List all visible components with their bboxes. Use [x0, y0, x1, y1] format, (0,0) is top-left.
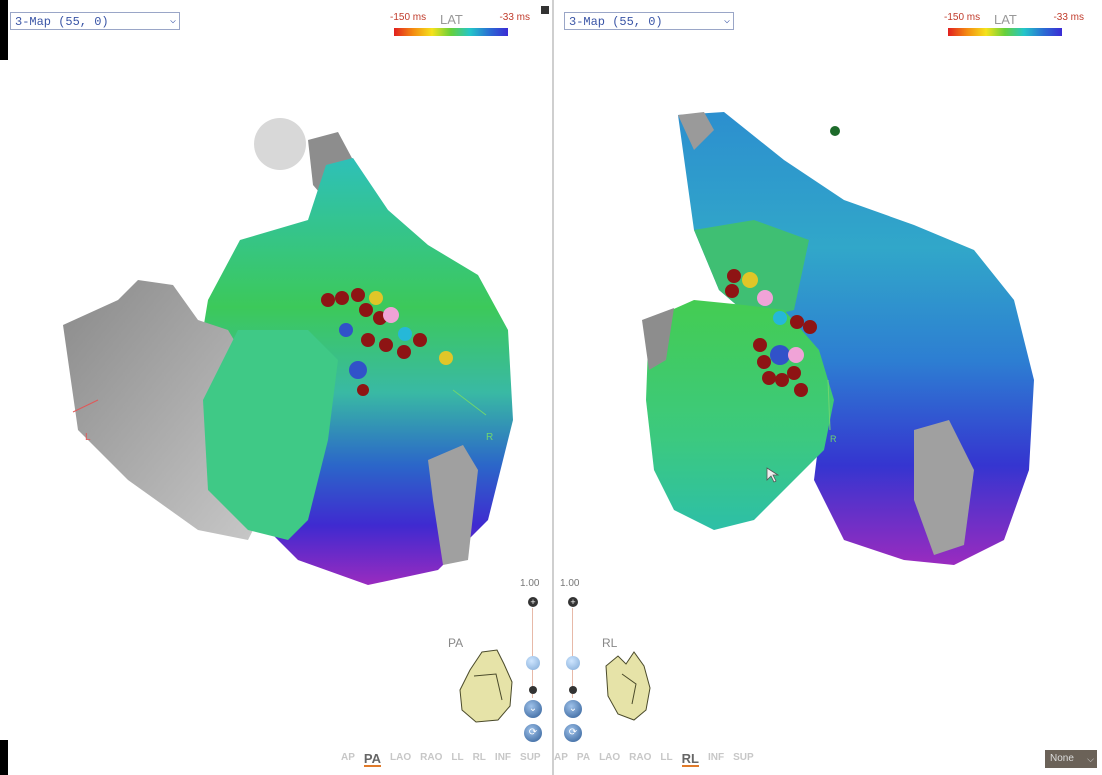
view-rao-button[interactable]: RAO: [629, 752, 652, 763]
view-inf-button[interactable]: INF: [494, 752, 512, 763]
green-region: [694, 220, 809, 320]
view-ap-button[interactable]: AP: [341, 752, 355, 763]
left-map-select-value: 3-Map (55, 0): [15, 15, 109, 29]
cyan-marker: [398, 327, 412, 341]
legend-max-label: -33 ms: [499, 12, 530, 23]
zoom-in-icon[interactable]: +: [568, 597, 578, 607]
rotate-icon[interactable]: ⟳: [524, 724, 542, 742]
view-lao-button[interactable]: LAO: [390, 752, 412, 763]
yellow-marker: [439, 351, 453, 365]
right-view-buttons: AP PA LAO RAO LL RL INF SUP: [554, 752, 754, 767]
pink-marker: [383, 307, 399, 323]
view-ll-button[interactable]: LL: [660, 752, 673, 763]
left-map-select[interactable]: 3-Map (55, 0) ⌵: [10, 12, 180, 30]
left-lat-legend: -150 ms LAT -33 ms: [390, 12, 530, 40]
chevron-down-icon: ⌵: [1087, 754, 1094, 764]
legend-min-label: -150 ms: [390, 12, 427, 23]
view-ap-button[interactable]: AP: [554, 752, 568, 763]
view-inf-button[interactable]: INF: [707, 752, 725, 763]
gray-tissue-patch: [914, 420, 974, 555]
left-orientation-widget[interactable]: PA: [448, 626, 528, 723]
legend-color-bar: [394, 28, 508, 36]
pane-divider[interactable]: [552, 0, 554, 775]
gray-tissue: [642, 308, 674, 370]
view-sup-button[interactable]: SUP: [733, 752, 754, 763]
legend-title: LAT: [994, 12, 1017, 27]
view-sup-button[interactable]: SUP: [520, 752, 541, 763]
left-zoom-control[interactable]: 1.00 + ⌄ ⟳: [520, 578, 544, 748]
zoom-track[interactable]: [532, 608, 533, 698]
right-zoom-control[interactable]: 1.00 + ⌄ ⟳: [560, 578, 584, 748]
overlay-select-value: None: [1050, 753, 1074, 764]
ablation-markers: [725, 269, 817, 397]
zoom-value: 1.00: [520, 578, 540, 589]
pane-corner-icon[interactable]: [541, 6, 549, 14]
heart-orientation-icon: [605, 651, 651, 721]
orientation-label: PA: [448, 636, 464, 650]
legend-title: LAT: [440, 12, 463, 27]
orientation-label: RL: [602, 636, 618, 650]
view-rl-button[interactable]: RL: [681, 751, 699, 767]
yellow-marker: [742, 272, 758, 288]
gray-tissue-patch: [428, 445, 478, 565]
left-map-pane[interactable]: 3-Map (55, 0) ⌵ -150 ms LAT -33 ms: [8, 0, 552, 775]
pink-marker: [757, 290, 773, 306]
right-3d-heart-map[interactable]: R: [554, 0, 1102, 600]
rotate-down-icon[interactable]: ⌄: [564, 700, 582, 718]
window-edge: [0, 0, 8, 775]
rotate-down-icon[interactable]: ⌄: [524, 700, 542, 718]
pink-marker: [788, 347, 804, 363]
view-rao-button[interactable]: RAO: [420, 752, 443, 763]
right-map-pane[interactable]: 3-Map (55, 0) ⌵ -150 ms LAT -33 ms: [554, 0, 1102, 775]
zoom-out-icon[interactable]: [569, 686, 577, 694]
legend-min-label: -150 ms: [944, 12, 981, 23]
zoom-in-icon[interactable]: +: [528, 597, 538, 607]
ablation-markers: [321, 288, 427, 396]
black-marker: [830, 126, 840, 136]
green-appendage: [203, 330, 338, 540]
axis-label-r: R: [486, 432, 493, 443]
zoom-slider-knob[interactable]: [526, 656, 540, 670]
legend-color-bar: [948, 28, 1062, 36]
rotate-icon[interactable]: ⟳: [564, 724, 582, 742]
left-3d-heart-map[interactable]: R L: [8, 0, 552, 600]
zoom-slider-knob[interactable]: [566, 656, 580, 670]
blue-marker: [770, 345, 790, 365]
right-orientation-widget[interactable]: RL: [596, 626, 676, 721]
cyan-marker: [773, 311, 787, 325]
rotation-sphere-icon: [254, 118, 306, 170]
right-map-select-value: 3-Map (55, 0): [569, 15, 663, 29]
axis-line-r: [452, 389, 487, 416]
view-rl-button[interactable]: RL: [472, 752, 486, 763]
view-pa-button[interactable]: PA: [576, 752, 591, 763]
yellow-marker: [369, 291, 383, 305]
overlay-select[interactable]: None ⌵: [1045, 750, 1097, 768]
chevron-down-icon: ⌵: [723, 16, 730, 27]
mouse-cursor-icon: [766, 467, 780, 483]
view-ll-button[interactable]: LL: [451, 752, 464, 763]
blue-marker: [339, 323, 353, 337]
blue-marker: [349, 361, 367, 379]
heart-orientation-icon: [459, 649, 513, 723]
left-view-buttons: AP PA LAO RAO LL RL INF SUP: [341, 752, 541, 767]
axis-label-l: L: [85, 432, 91, 443]
axis-label-r: R: [830, 434, 837, 444]
zoom-out-icon[interactable]: [529, 686, 537, 694]
right-lat-legend: -150 ms LAT -33 ms: [944, 12, 1084, 40]
zoom-track[interactable]: [572, 608, 573, 698]
chevron-down-icon: ⌵: [169, 16, 176, 27]
legend-max-label: -33 ms: [1053, 12, 1084, 23]
right-map-select[interactable]: 3-Map (55, 0) ⌵: [564, 12, 734, 30]
view-pa-button[interactable]: PA: [363, 751, 382, 767]
axis-line-l: [72, 399, 99, 413]
axis-line-r: [827, 379, 831, 431]
view-lao-button[interactable]: LAO: [599, 752, 621, 763]
zoom-value: 1.00: [560, 578, 580, 589]
gray-tissue: [678, 112, 714, 150]
